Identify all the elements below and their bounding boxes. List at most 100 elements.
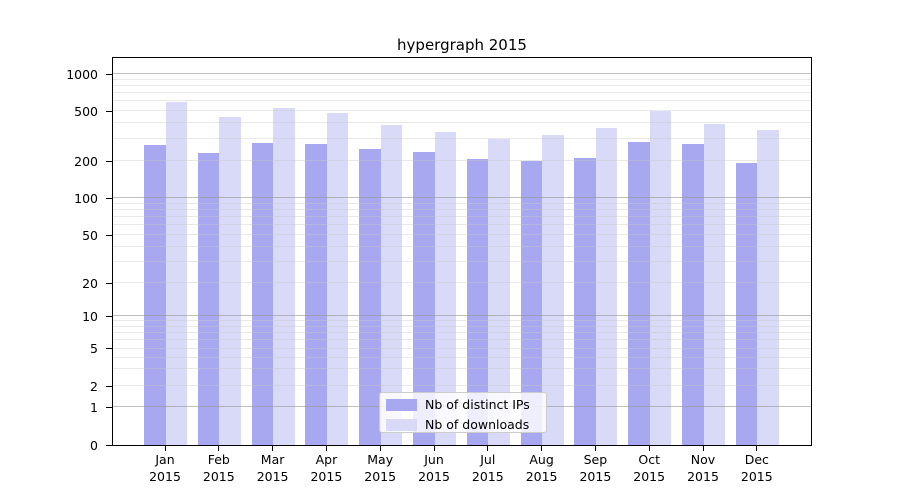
x-tick-mark bbox=[594, 446, 597, 451]
y-tick-label: 5 bbox=[90, 341, 98, 356]
x-tick-year: 2015 bbox=[149, 468, 181, 484]
x-tick-year: 2015 bbox=[202, 468, 235, 484]
gridline-minor bbox=[113, 319, 811, 321]
x-tick-label: Jan 2015 bbox=[133, 452, 197, 485]
y-tick-label: 1 bbox=[90, 399, 98, 415]
x-tick-mark bbox=[272, 446, 274, 451]
bar-downloads-apr bbox=[326, 112, 349, 445]
x-tick-mark bbox=[218, 446, 220, 451]
x-tick-month: Sep bbox=[583, 452, 608, 467]
x-tick-mark bbox=[433, 446, 435, 451]
x-tick-year: 2015 bbox=[740, 468, 773, 484]
x-tick-label: Jun 2015 bbox=[402, 452, 466, 485]
gridline-minor bbox=[113, 260, 811, 262]
gridline-minor bbox=[113, 122, 811, 124]
y-tick-label: 20 bbox=[82, 275, 98, 291]
y-tick-label: 1000 bbox=[66, 66, 98, 82]
bar-downloads-feb bbox=[219, 117, 241, 445]
y-tick-mark bbox=[106, 348, 112, 350]
gridline-minor bbox=[113, 137, 811, 139]
gridline-minor bbox=[113, 331, 811, 333]
x-tick-label: Jul 2015 bbox=[456, 452, 520, 485]
gridline-major bbox=[113, 315, 811, 316]
gridline-minor bbox=[113, 100, 811, 102]
y-tick-label: 2 bbox=[90, 378, 98, 394]
gridline-major bbox=[113, 73, 811, 74]
legend-swatch bbox=[386, 399, 417, 411]
legend-row: Nb of distinct IPs bbox=[386, 397, 540, 413]
gridline-minor bbox=[113, 325, 811, 327]
y-tick-mark bbox=[106, 197, 112, 199]
bar-distinct-ips-aug bbox=[520, 161, 543, 445]
gridline-minor bbox=[113, 368, 811, 370]
y-tick-label: 10 bbox=[82, 308, 98, 324]
x-tick-label: May 2015 bbox=[348, 452, 412, 485]
bar-distinct-ips-jan bbox=[144, 145, 166, 445]
gridline-major bbox=[113, 197, 811, 198]
x-tick-month: Apr bbox=[315, 452, 338, 467]
y-tick-label: 50 bbox=[82, 227, 98, 243]
legend: Nb of distinct IPs Nb of downloads bbox=[379, 392, 547, 433]
bar-downloads-mar bbox=[273, 107, 295, 445]
gridline-minor bbox=[113, 338, 811, 340]
x-tick-mark bbox=[379, 446, 381, 451]
legend-label: Nb of distinct IPs bbox=[425, 397, 530, 412]
bar-distinct-ips-dec bbox=[735, 163, 758, 445]
plot-area: Nb of distinct IPs Nb of downloads bbox=[112, 57, 812, 446]
gridline-minor bbox=[113, 92, 811, 93]
bar-downloads-may bbox=[380, 124, 403, 445]
x-tick-month: Oct bbox=[638, 452, 660, 467]
y-tick-label: 500 bbox=[74, 103, 98, 119]
x-tick-year: 2015 bbox=[310, 468, 343, 484]
x-tick-mark bbox=[702, 446, 704, 451]
x-tick-month: Jan bbox=[155, 452, 175, 467]
y-tick-label: 100 bbox=[74, 190, 98, 206]
x-tick-label: Nov 2015 bbox=[671, 452, 735, 485]
x-tick-month: May bbox=[367, 452, 394, 467]
gridline-minor bbox=[113, 356, 811, 358]
legend-row: Nb of downloads bbox=[386, 417, 540, 433]
x-tick-mark bbox=[756, 446, 758, 451]
x-tick-mark bbox=[648, 446, 650, 451]
x-tick-month: Aug bbox=[529, 452, 554, 467]
x-tick-year: 2015 bbox=[687, 468, 719, 484]
x-tick-mark bbox=[487, 446, 489, 451]
y-tick-mark bbox=[106, 385, 112, 387]
y-tick-mark bbox=[106, 444, 112, 446]
y-tick-label: 0 bbox=[90, 437, 98, 453]
x-tick-year: 2015 bbox=[633, 468, 666, 484]
x-tick-mark bbox=[325, 446, 328, 451]
gridline-minor bbox=[113, 216, 811, 218]
bar-downloads-nov bbox=[703, 123, 725, 445]
x-tick-year: 2015 bbox=[471, 468, 504, 484]
x-tick-label: Feb 2015 bbox=[187, 452, 251, 485]
y-tick-mark bbox=[106, 110, 112, 112]
gridline-minor bbox=[113, 208, 811, 210]
bar-distinct-ips-apr bbox=[305, 144, 327, 445]
bar-distinct-ips-mar bbox=[251, 142, 274, 445]
bar-distinct-ips-may bbox=[359, 148, 381, 445]
x-tick-label: Mar 2015 bbox=[241, 452, 305, 485]
gridline-minor bbox=[113, 234, 811, 235]
x-tick-month: Jul bbox=[480, 452, 496, 467]
x-tick-month: Dec bbox=[744, 452, 769, 467]
bar-distinct-ips-jun bbox=[413, 152, 435, 445]
bar-distinct-ips-nov bbox=[682, 144, 704, 445]
x-tick-year: 2015 bbox=[364, 468, 397, 484]
chart-title: hypergraph 2015 bbox=[397, 36, 527, 54]
gridline-minor bbox=[113, 385, 811, 386]
bar-downloads-oct bbox=[649, 111, 672, 445]
x-tick-year: 2015 bbox=[579, 468, 612, 484]
gridline-minor bbox=[113, 245, 811, 247]
x-tick-month: Feb bbox=[207, 452, 230, 467]
y-tick-mark bbox=[106, 73, 112, 75]
bar-downloads-jul bbox=[488, 139, 510, 445]
y-tick-mark bbox=[106, 315, 112, 317]
legend-swatch bbox=[386, 419, 417, 431]
bar-distinct-ips-feb bbox=[197, 153, 220, 445]
bar-distinct-ips-jul bbox=[466, 159, 489, 445]
y-tick-label: 200 bbox=[74, 153, 98, 169]
gridline-minor bbox=[113, 224, 811, 226]
legend-label: Nb of downloads bbox=[425, 417, 530, 432]
